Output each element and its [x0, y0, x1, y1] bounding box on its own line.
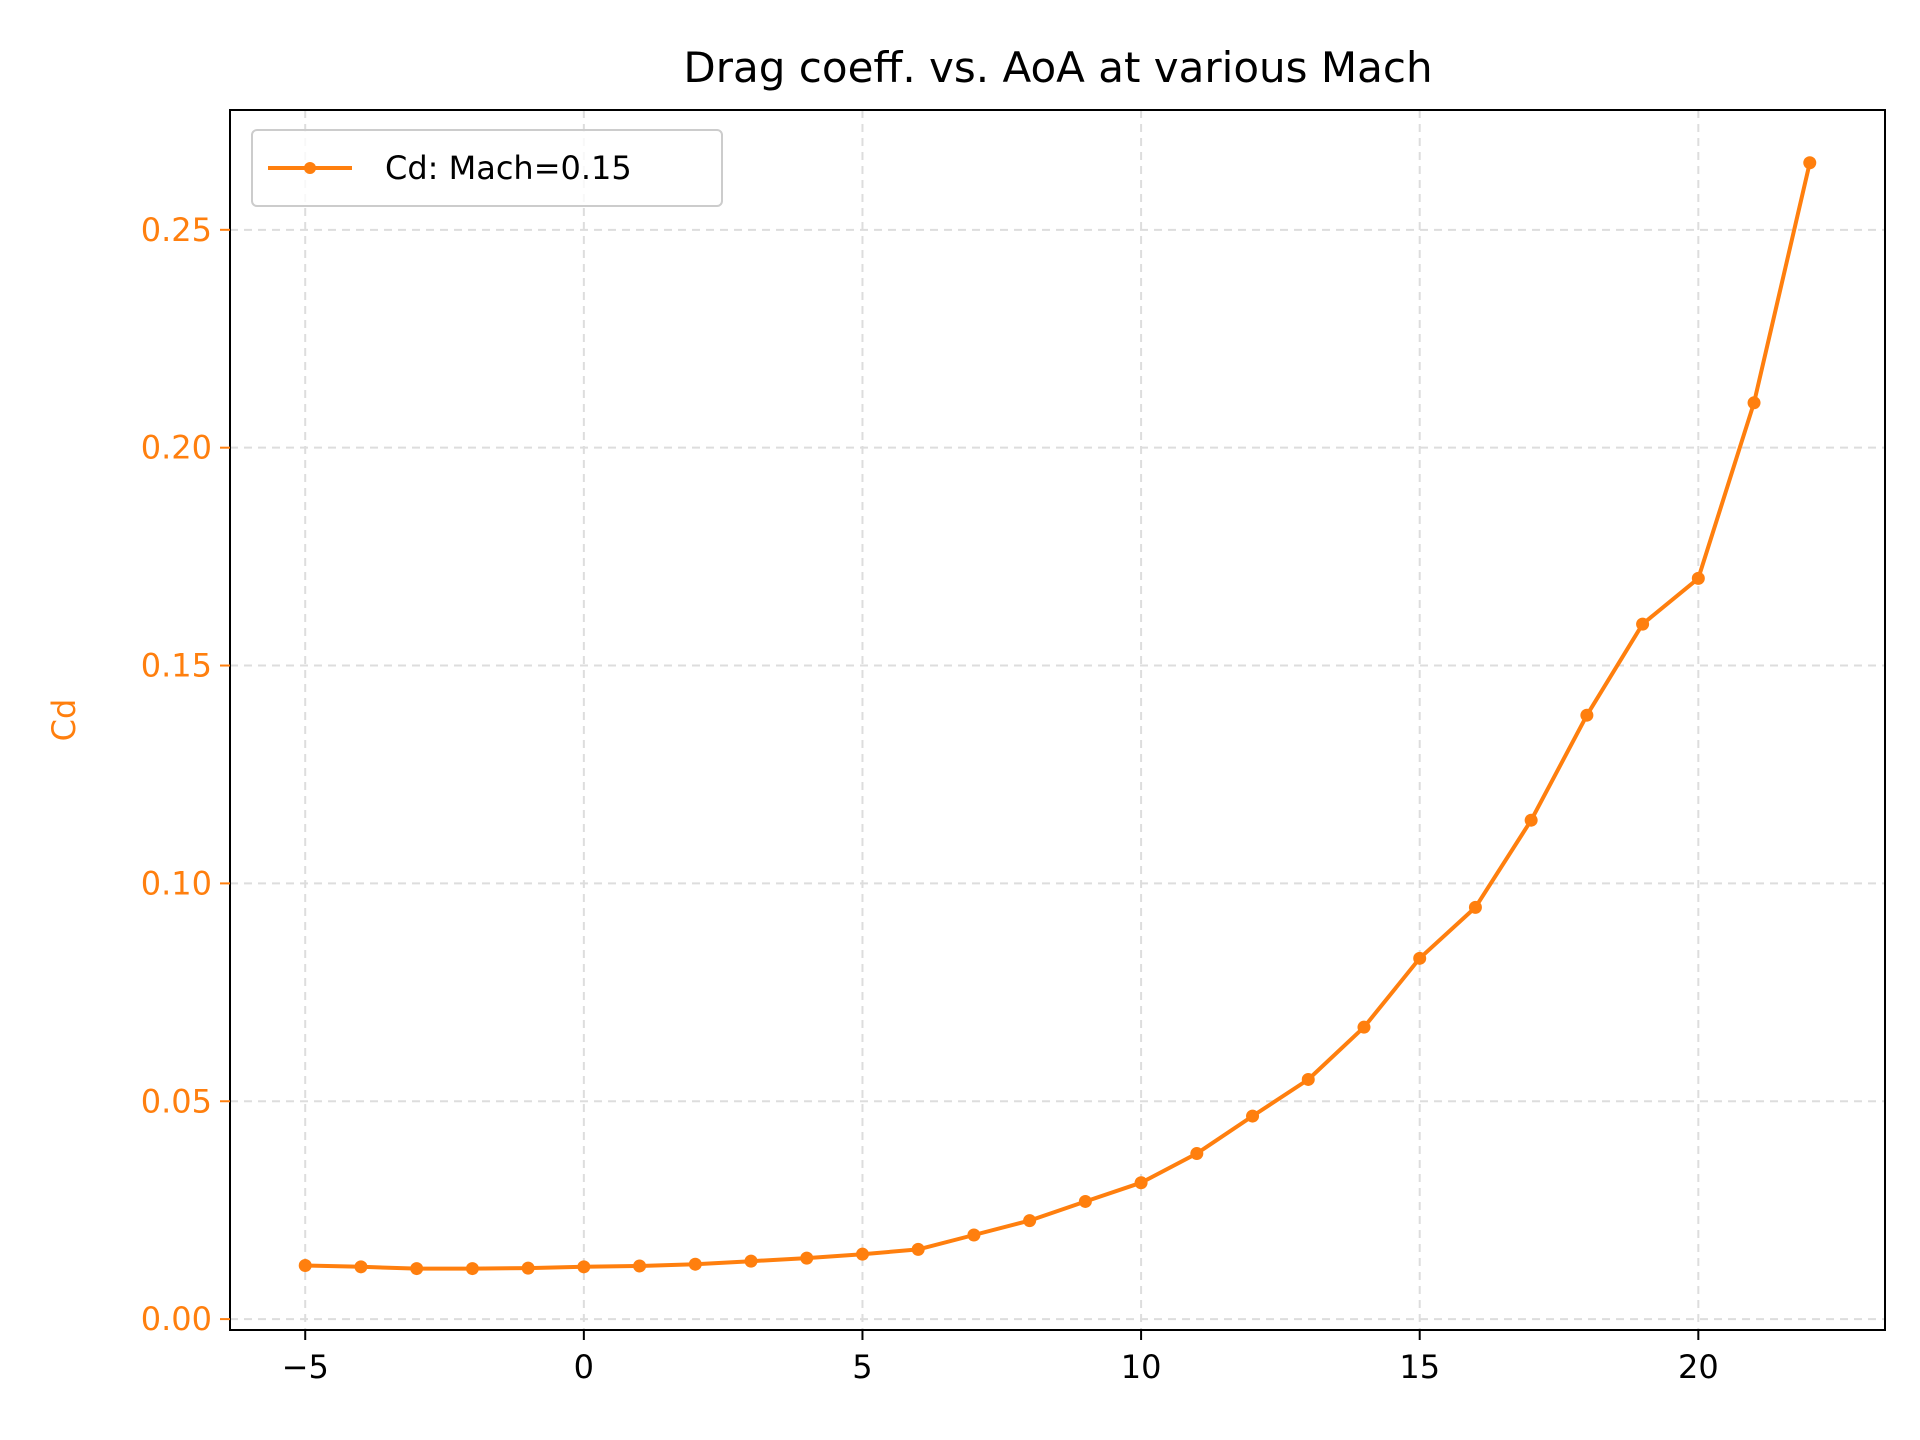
data-point [1636, 617, 1650, 631]
series-line [305, 162, 1812, 1271]
data-point [1803, 156, 1817, 170]
data-point [1078, 1194, 1092, 1208]
data-point [1246, 1109, 1260, 1123]
data-point [1134, 1176, 1148, 1190]
data-point [1691, 571, 1705, 585]
data-point [410, 1262, 424, 1276]
x-tick-label: 15 [1399, 1348, 1440, 1386]
x-tick-label: 0 [574, 1348, 594, 1386]
series-group [298, 156, 1817, 1276]
plot-area [229, 109, 1886, 1331]
data-point [855, 1247, 869, 1261]
data-point [911, 1242, 925, 1256]
data-point [354, 1260, 368, 1274]
series-layer [298, 156, 1817, 1276]
y-tick-label: 0.10 [141, 864, 212, 902]
data-point [465, 1262, 479, 1276]
data-point [688, 1257, 702, 1271]
data-point [1580, 708, 1594, 722]
legend-marker-sample [304, 162, 316, 174]
data-point [633, 1259, 647, 1273]
data-point [1357, 1020, 1371, 1034]
axes-ticks: −5 0 5 10 15 20 0.00 0.05 0.10 0.15 0.20 0.25 [141, 211, 1719, 1386]
y-tick-label: 0.20 [141, 429, 212, 467]
legend-label: Cd: Mach=0.15 [385, 149, 632, 187]
legend: Cd: Mach=0.15 [251, 129, 723, 207]
data-point [744, 1254, 758, 1268]
data-point [298, 1259, 312, 1273]
data-point [1301, 1072, 1315, 1086]
y-tick-label: 0.00 [141, 1300, 212, 1338]
legend-box [251, 129, 723, 207]
grid [230, 110, 1885, 1330]
data-point [577, 1260, 591, 1274]
y-axis-label: Cd [45, 699, 83, 742]
y-tick-label: 0.05 [141, 1082, 212, 1120]
y-tick-label: 0.25 [141, 211, 212, 249]
data-point [1468, 900, 1482, 914]
data-point [1747, 396, 1761, 410]
data-point [1190, 1147, 1204, 1161]
data-point [800, 1251, 814, 1265]
x-tick-label: 20 [1678, 1348, 1719, 1386]
data-point [1524, 813, 1538, 827]
data-point [1413, 951, 1427, 965]
x-tick-label: 5 [852, 1348, 872, 1386]
data-point [521, 1261, 535, 1275]
x-tick-label: −5 [282, 1348, 329, 1386]
chart-title: Drag coeff. vs. AoA at various Mach [683, 43, 1432, 92]
data-point [1023, 1214, 1037, 1228]
x-tick-label: 10 [1121, 1348, 1162, 1386]
data-point [967, 1228, 981, 1242]
y-tick-label: 0.15 [141, 647, 212, 685]
